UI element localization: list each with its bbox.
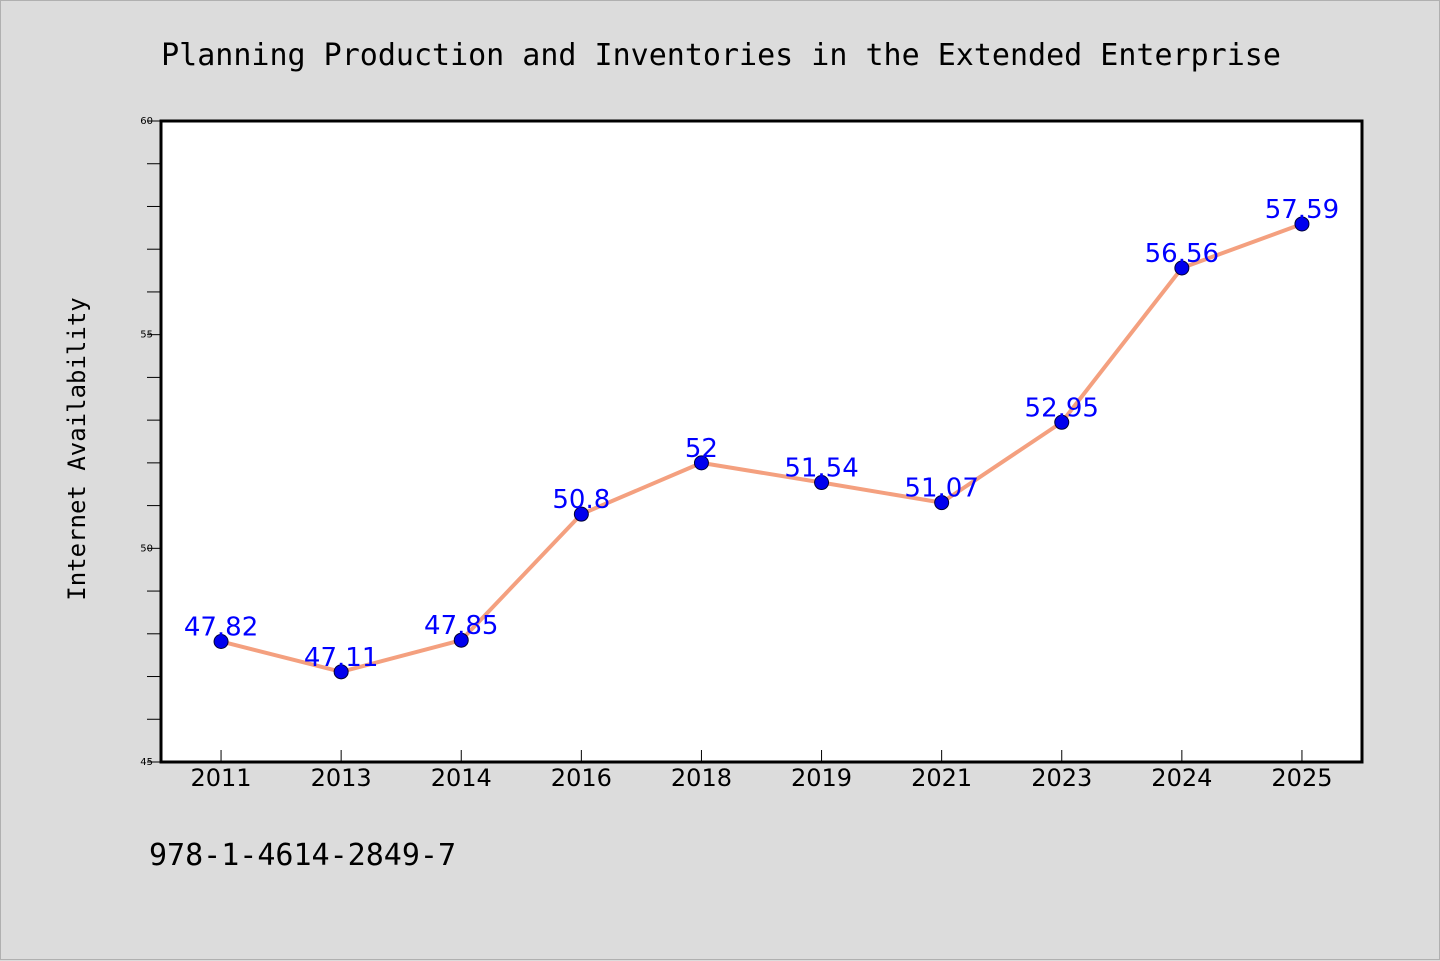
y-tick-label: 60 <box>140 116 153 127</box>
y-axis-ticks: 45 50 55 60 <box>140 116 161 768</box>
data-point-label: 52 <box>685 434 718 464</box>
data-point-marker <box>814 475 830 491</box>
data-point-label: 47.11 <box>304 643 378 673</box>
data-labels-layer: 47.82 47.11 47.85 50.8 52 51.54 51.07 52.95 56.5… <box>184 195 1339 673</box>
data-point-label: 57.59 <box>1265 195 1339 225</box>
data-point-marker <box>333 664 349 680</box>
x-tick-label: 2023 <box>1031 764 1092 792</box>
isbn-footnote: 978-1-4614-2849-7 <box>149 838 456 873</box>
data-point-marker <box>934 495 950 511</box>
data-point-label: 50.8 <box>552 485 610 515</box>
data-point-label: 47.85 <box>424 611 498 641</box>
y-tick-label: 45 <box>140 757 153 768</box>
data-point-label: 47.82 <box>184 612 258 642</box>
x-tick-label: 2013 <box>311 764 372 792</box>
data-point-marker <box>453 632 469 648</box>
x-tick-label: 2024 <box>1151 764 1212 792</box>
data-point-marker <box>693 455 709 471</box>
data-point-marker <box>213 633 229 649</box>
plot-area <box>161 121 1362 762</box>
chart-title: Planning Production and Inventories in t… <box>161 38 1281 73</box>
x-tick-label: 2025 <box>1271 764 1332 792</box>
y-tick-label: 50 <box>140 543 153 554</box>
y-tick-label: 55 <box>140 330 153 341</box>
series-line <box>219 221 1304 674</box>
x-tick-label: 2021 <box>911 764 972 792</box>
plot-frame <box>159 119 1364 764</box>
x-tick-label: 2011 <box>191 764 252 792</box>
data-point-label: 51.07 <box>904 474 978 504</box>
x-tick-label: 2019 <box>791 764 852 792</box>
data-point-marker <box>573 506 589 522</box>
x-axis-ticks: 2011 2013 2014 2016 2018 2019 2021 2023 2024 2025 <box>191 750 1332 792</box>
x-tick-label: 2016 <box>551 764 612 792</box>
data-point-label: 52.95 <box>1025 393 1099 423</box>
data-point-marker <box>1054 414 1070 430</box>
data-point-label: 56.56 <box>1145 239 1219 269</box>
y-axis-label: Internet Availability <box>63 297 91 600</box>
data-point-marker <box>1174 260 1190 276</box>
series-layer <box>213 216 1310 680</box>
x-tick-label: 2014 <box>431 764 492 792</box>
data-point-marker <box>1294 216 1310 232</box>
data-point-label: 51.54 <box>784 454 858 484</box>
x-tick-label: 2018 <box>671 764 732 792</box>
